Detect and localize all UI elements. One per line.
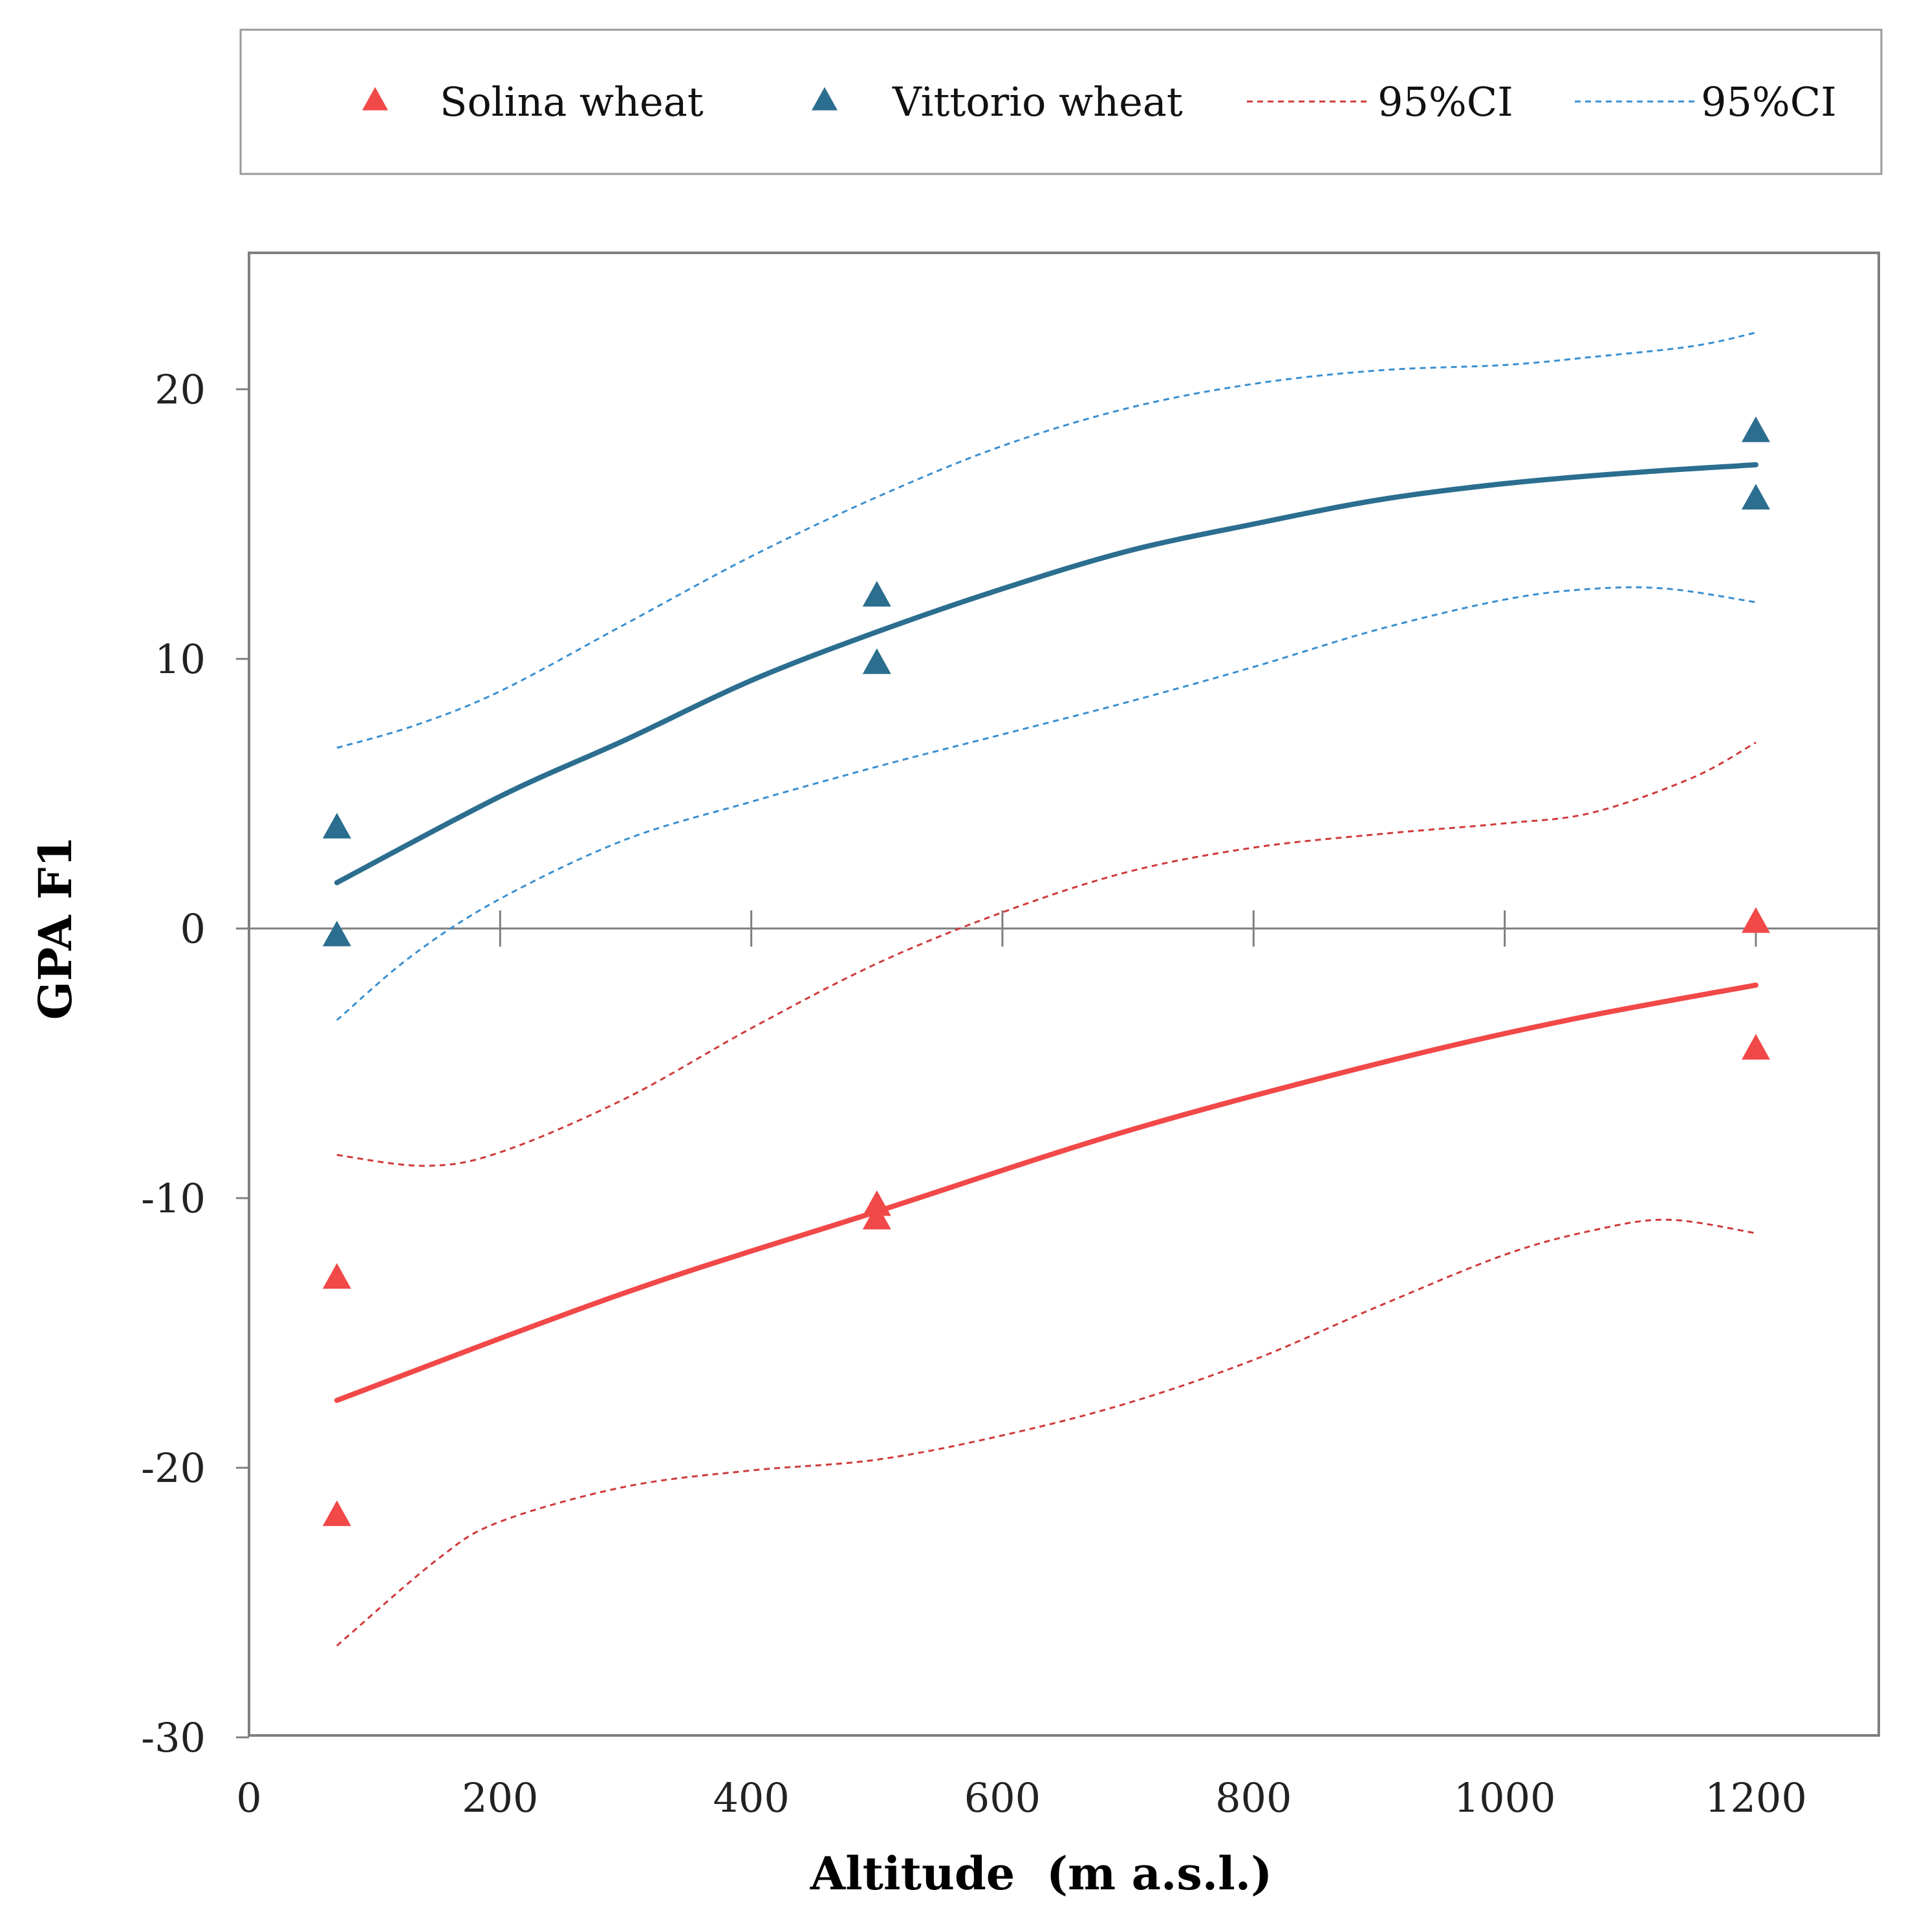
plot-frame xyxy=(248,252,1880,1737)
vittorio-wheat-ci-lower-line xyxy=(336,586,1757,1021)
legend-label: Solina wheat xyxy=(440,78,704,125)
x-tick-label: 1000 xyxy=(1454,1774,1556,1821)
y-tick-label: -30 xyxy=(141,1714,206,1761)
x-axis-title: Altitude (m a.s.l.) xyxy=(810,1847,1272,1900)
vittorio-wheat-ci-upper-line xyxy=(336,331,1757,749)
x-tick-label: 400 xyxy=(713,1774,789,1821)
solina-wheat-fit-line xyxy=(334,982,1758,1403)
solina-wheat-point xyxy=(322,1263,351,1289)
x-tick-label: 200 xyxy=(462,1774,538,1821)
x-tick-label: 600 xyxy=(964,1774,1041,1821)
vittorio-wheat-point xyxy=(322,920,351,947)
solina-wheat-ci-lower-line xyxy=(336,1218,1757,1647)
x-tick-label: 0 xyxy=(236,1774,261,1821)
y-tick-label: -20 xyxy=(141,1444,206,1492)
vittorio-wheat-point xyxy=(1741,484,1770,510)
y-tick-label: -10 xyxy=(141,1175,206,1222)
vittorio-wheat-point xyxy=(862,581,891,607)
legend-label: Vittorio wheat xyxy=(892,78,1183,125)
y-tick-label: 20 xyxy=(155,366,206,413)
legend: Solina wheat Vittorio wheat 95%CI 95%CI xyxy=(239,28,1883,175)
x-tick-label: 800 xyxy=(1215,1774,1292,1821)
solina-wheat-point xyxy=(862,1203,891,1230)
solina-wheat-point xyxy=(862,1190,891,1216)
vittorio-wheat-fit-line xyxy=(334,462,1758,886)
x-tick-label: 1200 xyxy=(1705,1774,1807,1821)
legend-label: 95%CI xyxy=(1378,78,1513,125)
legend-marker xyxy=(362,87,388,111)
y-axis-title: GPA F1 xyxy=(28,836,82,1020)
y-tick-label: 0 xyxy=(180,905,206,952)
vittorio-wheat-point xyxy=(1741,416,1770,442)
legend-marker xyxy=(812,87,838,111)
vittorio-wheat-point xyxy=(862,648,891,674)
solina-wheat-point xyxy=(1741,1034,1770,1060)
legend-label: 95%CI xyxy=(1701,78,1837,125)
solina-wheat-point xyxy=(322,1500,351,1527)
y-tick-label: 10 xyxy=(155,636,206,683)
vittorio-wheat-point xyxy=(322,813,351,839)
solina-wheat-point xyxy=(1741,907,1770,933)
